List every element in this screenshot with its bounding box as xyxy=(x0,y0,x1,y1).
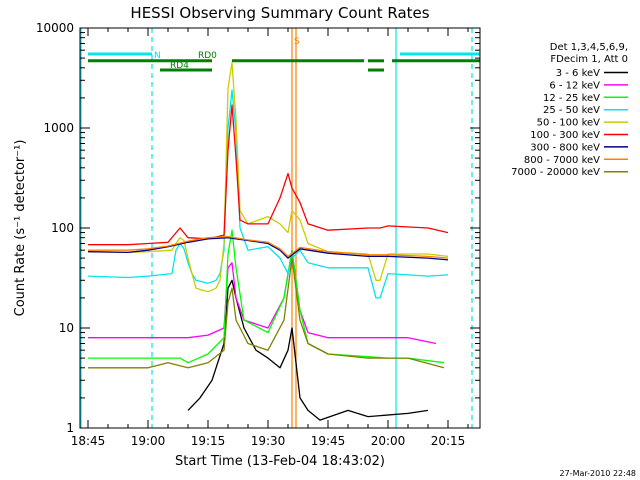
legend-entry-label: 12 - 25 keV xyxy=(543,93,600,104)
y-tick-label: 100 xyxy=(51,221,74,235)
x-tick-label: 20:15 xyxy=(431,434,466,448)
x-tick-label: 19:30 xyxy=(251,434,286,448)
annotation-n: N xyxy=(154,51,161,61)
x-tick-label: 19:15 xyxy=(191,434,226,448)
legend-entry-label: 50 - 100 keV xyxy=(537,118,601,129)
plot-area: N RD0 RD4 S xyxy=(80,28,480,428)
legend-title-line: Det 1,3,4,5,6,9, xyxy=(550,42,628,53)
x-tick-label: 18:45 xyxy=(71,434,106,448)
legend-entry-label: 800 - 7000 keV xyxy=(524,155,600,166)
x-tick-label: 20:00 xyxy=(371,434,406,448)
legend-entry-label: 3 - 6 keV xyxy=(556,68,600,79)
y-tick-label: 1000 xyxy=(43,121,74,135)
series-line-7 xyxy=(88,235,449,259)
x-tick-label: 19:45 xyxy=(311,434,346,448)
annotation-rd4: RD4 xyxy=(170,61,189,71)
series-line-3 xyxy=(87,89,449,299)
y-tick-label: 10 xyxy=(59,321,74,335)
legend-entry-label: 7000 - 20000 keV xyxy=(511,167,600,178)
footer-timestamp: 27-Mar-2010 22:48 xyxy=(560,469,637,478)
series-line-2 xyxy=(88,229,445,364)
legend-entry-label: 25 - 50 keV xyxy=(543,105,600,116)
legend-entry-label: 300 - 800 keV xyxy=(530,142,600,153)
series-line-6 xyxy=(87,237,449,261)
legend-entry-label: 6 - 12 keV xyxy=(549,80,600,91)
y-tick-label: 10000 xyxy=(36,21,74,35)
series-line-5 xyxy=(88,104,449,246)
y-axis-label: Count Rate (s⁻¹ detector⁻¹) xyxy=(13,140,28,317)
legend: Det 1,3,4,5,6,9,FDecim 1, Att 0 3 - 6 keV… xyxy=(511,42,628,178)
series-line-4 xyxy=(87,62,449,293)
y-tick-label: 1 xyxy=(66,421,74,435)
annotation-s: S xyxy=(294,37,300,47)
series-line-8 xyxy=(88,257,445,369)
chart-title: HESSI Observing Summary Count Rates xyxy=(130,4,429,22)
legend-title-line: FDecim 1, Att 0 xyxy=(550,54,628,65)
axes: 18:45 19:00 19:15 19:30 19:45 20:00 20:15 1 10 10… xyxy=(36,21,480,448)
annotation-rd0: RD0 xyxy=(198,51,217,61)
x-tick-label: 19:00 xyxy=(131,434,166,448)
x-axis-label: Start Time (13-Feb-04 18:43:02) xyxy=(175,454,385,469)
legend-entry-label: 100 - 300 keV xyxy=(530,130,600,141)
